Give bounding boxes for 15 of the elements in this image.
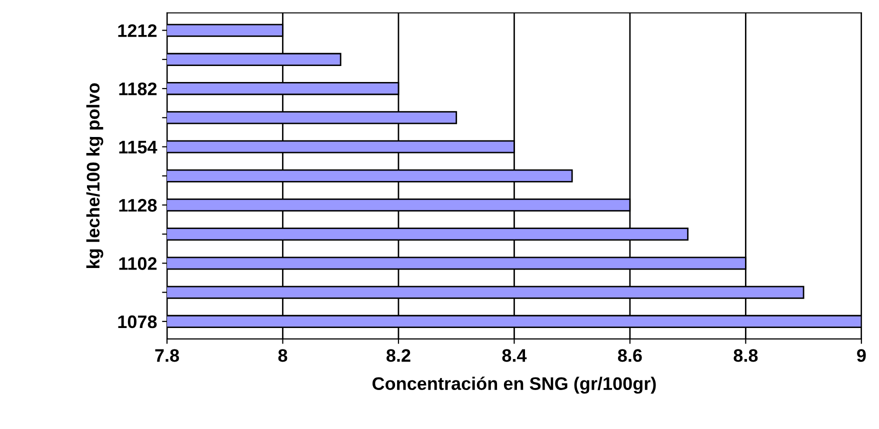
y-tick-label: 1128 (119, 198, 157, 212)
y-axis-title: kg leche/100 kg polvo (86, 83, 104, 268)
y-tick-label: 1182 (119, 82, 157, 96)
x-tick-label: 8 (278, 349, 288, 362)
y-tick-label: 1078 (118, 315, 157, 328)
y-tick-label: 1102 (119, 257, 157, 270)
x-tick-label: 8.4 (502, 349, 527, 362)
x-axis-title: Concentración en SNG (gr/100gr) (372, 376, 656, 394)
x-tick-label: 9 (857, 349, 866, 362)
x-tick-label: 8.6 (618, 349, 642, 362)
x-tick-label: 7.8 (155, 349, 180, 362)
x-tick-label: 8.8 (734, 349, 758, 362)
y-tick-label: 1212 (118, 24, 157, 37)
x-tick-label: 8.2 (386, 349, 410, 362)
y-tick-label: 1154 (119, 140, 158, 154)
